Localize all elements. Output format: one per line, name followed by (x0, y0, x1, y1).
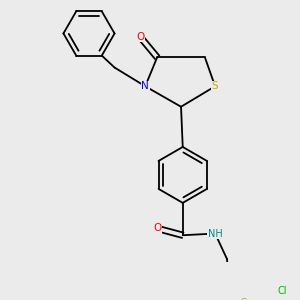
Text: NH: NH (208, 229, 223, 238)
Text: O: O (136, 32, 144, 42)
Text: N: N (141, 81, 149, 91)
Text: S: S (212, 81, 218, 91)
Text: S: S (241, 298, 247, 300)
Text: O: O (153, 224, 161, 233)
Text: Cl: Cl (278, 286, 287, 296)
